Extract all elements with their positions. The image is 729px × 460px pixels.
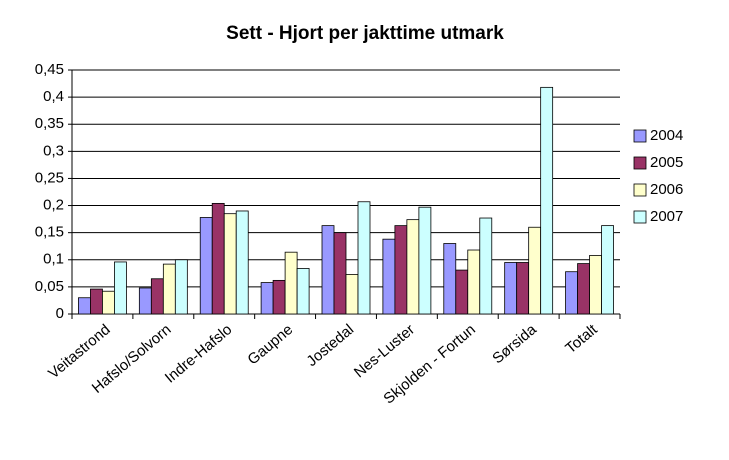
bar	[504, 262, 518, 315]
y-tick-label: 0,2	[43, 197, 64, 214]
bar	[406, 219, 420, 315]
x-tick-label: Indre-Hafslo	[162, 321, 236, 387]
legend-label: 2007	[650, 208, 683, 225]
bar	[162, 263, 176, 315]
legend-label: 2005	[650, 154, 683, 171]
bar	[565, 271, 578, 315]
legend-label: 2006	[650, 181, 683, 198]
bar	[345, 274, 359, 315]
y-tick-label: 0,4	[43, 88, 64, 105]
y-tick-label: 0,1	[43, 251, 64, 268]
bar	[540, 86, 554, 315]
bar	[78, 297, 91, 315]
bar	[577, 263, 590, 315]
bar	[357, 201, 371, 315]
bar	[150, 278, 164, 315]
bar	[455, 269, 469, 315]
bar	[394, 225, 408, 315]
bar	[260, 282, 274, 315]
bar	[174, 259, 188, 315]
bar	[382, 238, 396, 315]
bar	[284, 251, 298, 315]
y-tick-label: 0,45	[35, 61, 64, 78]
y-tick-label: 0,25	[35, 169, 64, 186]
y-tick-label: 0,35	[35, 115, 64, 132]
chart-title: Sett - Hjort per jakttime utmark	[226, 23, 504, 44]
bar	[601, 225, 614, 315]
bar	[321, 225, 335, 315]
bar	[90, 288, 103, 315]
bar	[235, 210, 249, 315]
x-tick-label: Jostedal	[303, 321, 357, 370]
bar	[443, 243, 457, 315]
x-tick-label: Totalt	[562, 321, 601, 358]
legend-label: 2004	[650, 127, 683, 144]
bar	[138, 287, 152, 315]
bar	[589, 255, 602, 315]
bar	[479, 217, 493, 315]
bar	[516, 262, 530, 315]
legend-swatch	[633, 183, 647, 197]
bar	[114, 261, 127, 315]
bar	[528, 226, 542, 315]
y-tick-label: 0,05	[35, 278, 64, 295]
bar	[102, 290, 115, 315]
legend-swatch	[633, 210, 647, 224]
bar	[211, 202, 225, 315]
y-tick-label: 0	[56, 305, 64, 322]
bar	[467, 249, 481, 315]
bar	[296, 268, 310, 315]
bar	[199, 217, 213, 315]
x-tick-label: Gaupne	[244, 321, 296, 368]
bar	[333, 232, 347, 315]
x-tick-label: Sørsida	[489, 321, 540, 368]
bar	[223, 213, 237, 315]
bar	[418, 206, 432, 315]
y-tick-label: 0,3	[43, 142, 64, 159]
legend-swatch	[633, 156, 647, 170]
bar	[272, 279, 286, 315]
y-tick-label: 0,15	[35, 224, 64, 241]
legend-swatch	[633, 129, 647, 143]
